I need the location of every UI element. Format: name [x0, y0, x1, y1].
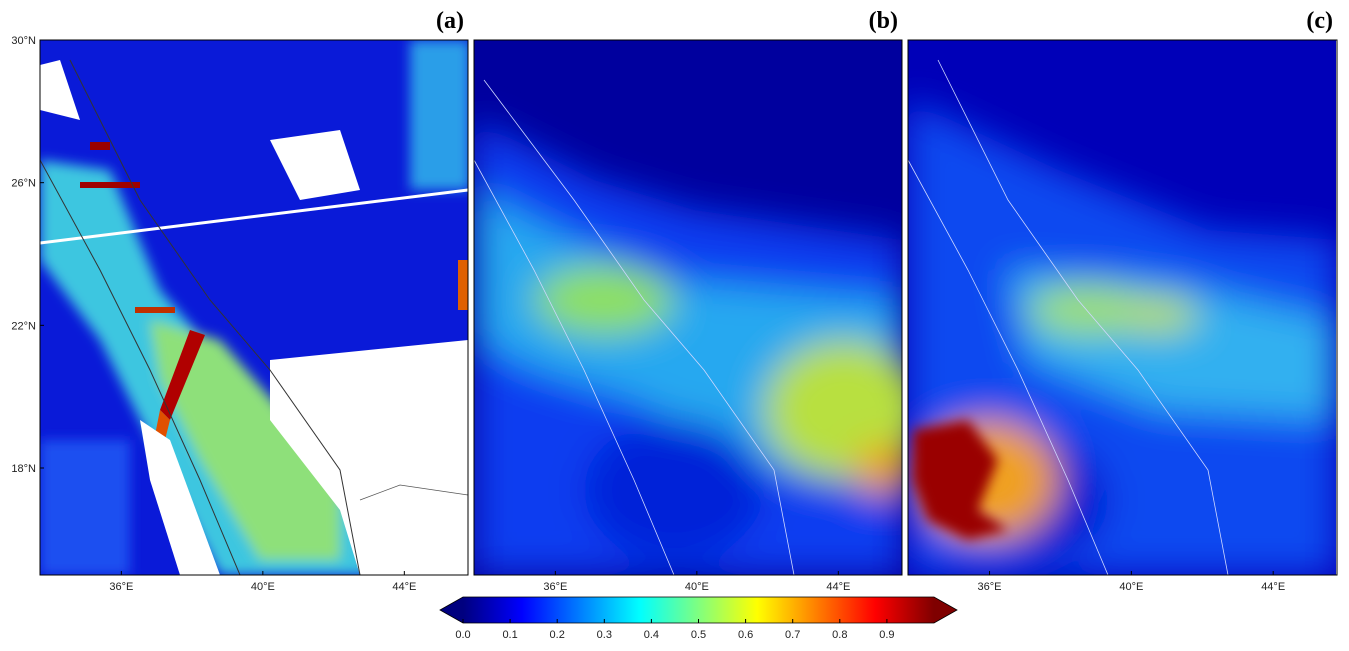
panel-a	[40, 40, 470, 575]
colorbar-tick-label: 0.7	[785, 629, 800, 641]
lat-tick-label: 30°N	[11, 35, 36, 47]
figure: (a) 36°E 40°E 44°E (b) 36°E 40°E 44°E (c) 36°E 40°…	[0, 0, 1349, 646]
panel-label: (a)	[436, 8, 464, 34]
colorbar-tick-label: 0.4	[644, 629, 659, 641]
colorbar-tick-label: 0.3	[597, 629, 612, 641]
lon-tick-label: 36°E	[978, 581, 1002, 593]
lat-tick-label: 18°N	[11, 463, 36, 475]
lon-tick-label: 44°E	[1261, 581, 1285, 593]
lon-tick-label: 44°E	[392, 581, 416, 593]
lon-tick-label: 40°E	[251, 581, 275, 593]
lon-tick-label: 40°E	[685, 581, 709, 593]
lon-tick-label: 36°E	[109, 581, 133, 593]
colorbar-extend-high	[934, 597, 957, 623]
lon-tick-label: 36°E	[543, 581, 567, 593]
colorbar-tick-label: 0.2	[550, 629, 565, 641]
panel-label: (c)	[1306, 8, 1333, 34]
panel-b	[474, 40, 924, 575]
colorbar-tick-label: 0.5	[691, 629, 706, 641]
lat-tick-label: 26°N	[11, 178, 36, 190]
colorbar-tick-label: 0.8	[832, 629, 847, 641]
panel-label: (b)	[869, 8, 898, 34]
panel-c	[908, 40, 1337, 575]
colorbar-extend-low	[440, 597, 463, 623]
colorbar-tick-label: 0.1	[502, 629, 517, 641]
lon-tick-label: 40°E	[1119, 581, 1143, 593]
colorbar-tick-label: 0.9	[879, 629, 894, 641]
colorbar-tick-label: 0.6	[738, 629, 753, 641]
colorbar-tick-label: 0.0	[455, 629, 470, 641]
lat-tick-label: 22°N	[11, 320, 36, 332]
lon-tick-label: 44°E	[826, 581, 850, 593]
